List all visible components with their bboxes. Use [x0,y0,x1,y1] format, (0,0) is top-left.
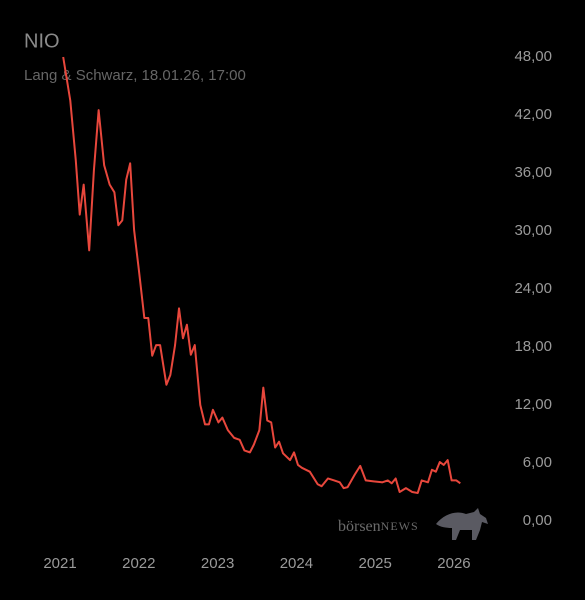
y-tick-label: 6,00 [523,454,552,471]
chart-subtitle: Lang & Schwarz, 18.01.26, 17:00 [24,67,246,84]
x-tick-label: 2025 [359,555,392,572]
watermark: börsenNEWS [338,518,419,535]
watermark-part: NEWS [381,519,419,533]
watermark-part: börsen [338,518,381,535]
x-tick-label: 2023 [201,555,234,572]
chart-title: NIO [24,30,60,52]
y-tick-label: 42,00 [514,106,552,123]
x-tick-label: 2024 [280,555,313,572]
x-tick-label: 2021 [43,555,76,572]
y-tick-label: 48,00 [514,48,552,65]
y-tick-label: 12,00 [514,396,552,413]
price-line [62,56,461,494]
y-tick-label: 0,00 [523,512,552,529]
x-tick-label: 2026 [437,555,470,572]
watermark-bull [436,508,488,540]
y-tick-label: 18,00 [514,338,552,355]
y-tick-label: 36,00 [514,164,552,181]
y-tick-label: 24,00 [514,280,552,297]
x-tick-label: 2022 [122,555,155,572]
y-tick-label: 30,00 [514,222,552,239]
